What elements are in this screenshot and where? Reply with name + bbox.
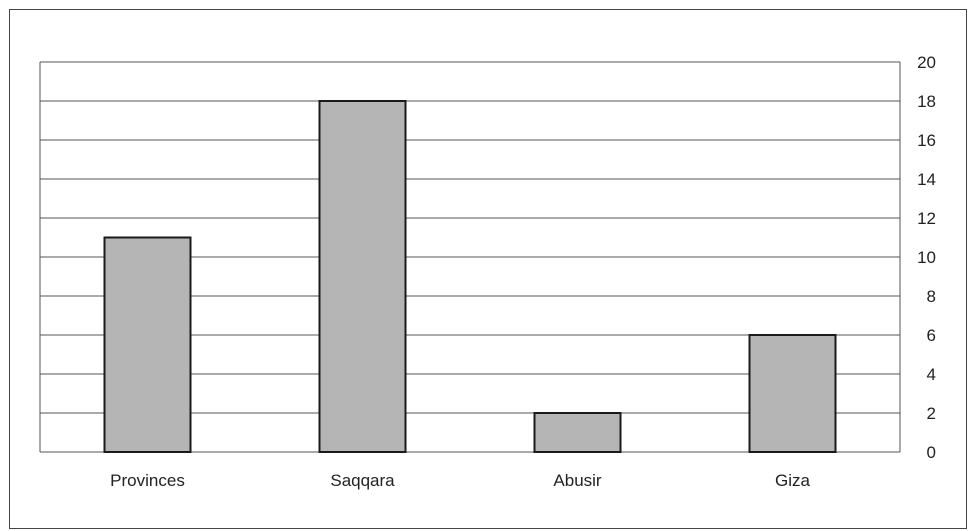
category-label-giza: Giza <box>775 471 811 490</box>
y-tick-label-20: 20 <box>917 53 936 72</box>
category-label-saqqara: Saqqara <box>330 471 395 490</box>
y-tick-label-8: 8 <box>927 287 936 306</box>
bar-saqqara <box>318 100 407 453</box>
y-tick-labels: 0 2 4 6 8 10 12 14 16 18 20 <box>917 53 936 462</box>
y-tick-label-0: 0 <box>927 443 936 462</box>
bar-giza <box>748 334 837 453</box>
y-tick-label-14: 14 <box>917 170 936 189</box>
category-labels: Provinces Saqqara Abusir Giza <box>110 471 810 490</box>
bars <box>103 100 837 453</box>
y-tick-label-4: 4 <box>927 365 936 384</box>
y-tick-label-12: 12 <box>917 209 936 228</box>
y-tick-label-10: 10 <box>917 248 936 267</box>
bar-abusir <box>533 412 622 453</box>
category-label-abusir: Abusir <box>553 471 602 490</box>
y-tick-label-6: 6 <box>927 326 936 345</box>
bar-provinces <box>103 236 192 453</box>
y-tick-label-18: 18 <box>917 92 936 111</box>
category-label-provinces: Provinces <box>110 471 185 490</box>
y-tick-label-2: 2 <box>927 404 936 423</box>
y-tick-label-16: 16 <box>917 131 936 150</box>
